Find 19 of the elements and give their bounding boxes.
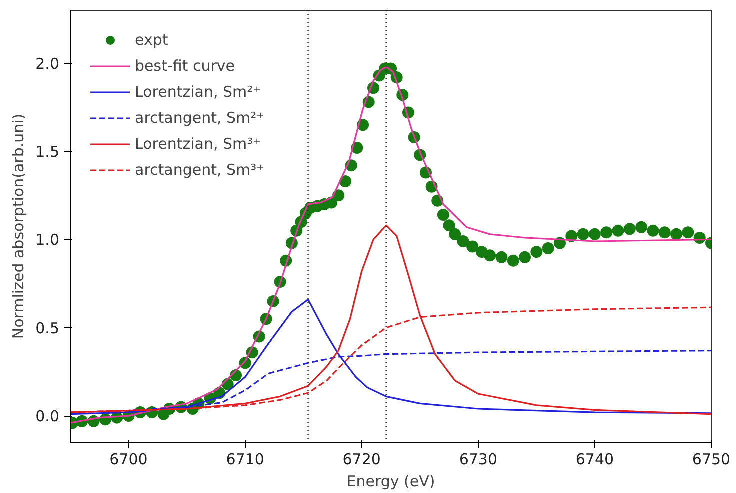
y-tick-label: 1.5 (36, 143, 60, 162)
y-axis-title: Normlized absorption(arb.uni) (10, 114, 28, 340)
x-tick-label: 6720 (342, 450, 381, 468)
x-tick-label: 6700 (110, 450, 148, 468)
y-tick-label: 0.0 (36, 408, 60, 426)
x-tick-label: 6740 (576, 450, 614, 468)
y-tick-label: 2.0 (36, 54, 60, 73)
x-tick-label: 6750 (692, 450, 731, 468)
legend-label: Lorentzian, Sm²⁺ (135, 83, 262, 101)
y-tick-label: 1.0 (36, 231, 60, 250)
legend-label: arctangent, Sm²⁺ (135, 109, 265, 127)
legend-label: best-fit curve (135, 57, 235, 75)
legend-label: expt (135, 31, 168, 49)
legend-label: Lorentzian, Sm³⁺ (135, 135, 262, 153)
legend-label: arctangent, Sm³⁺ (135, 161, 265, 179)
x-tick-label: 6730 (459, 450, 498, 468)
y-tick-label: 0.5 (36, 319, 60, 338)
x-tick-label: 6710 (226, 450, 264, 468)
x-axis-title: Energy (eV) (346, 472, 436, 490)
